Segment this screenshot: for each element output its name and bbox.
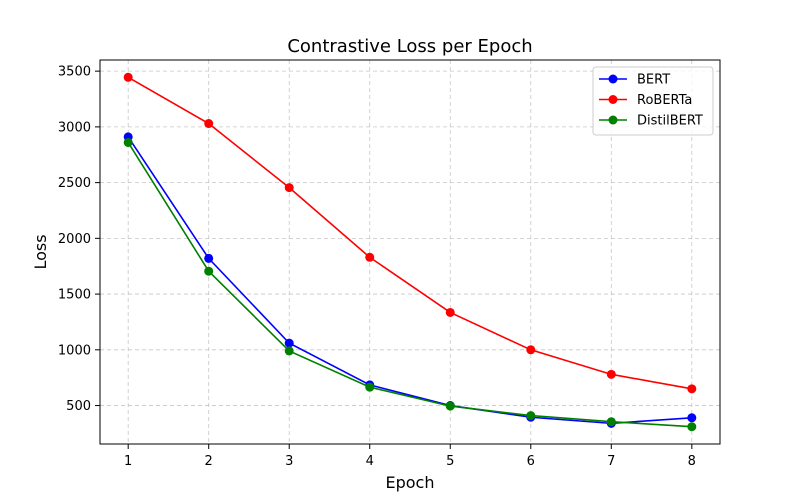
legend-label-bert: BERT [637,73,670,88]
legend-label-roberta: RoBERTa [637,93,692,108]
data-point-roberta [445,307,455,317]
plot-frame [99,59,721,445]
x-axis-label: Epoch [386,473,435,492]
y-tick-label: 2500 [58,176,91,191]
data-point-bert [204,253,214,263]
data-point-distilbert [606,417,616,427]
legend-marker-roberta [608,95,618,104]
data-point-distilbert [365,382,375,392]
x-tick-label: 6 [527,454,535,469]
x-tick-label: 2 [205,454,213,469]
x-axis-ticks: 1 2 3 4 5 6 7 8 [124,444,696,469]
y-tick-label: 500 [66,399,91,414]
data-point-roberta [606,369,616,379]
data-point-roberta [687,384,697,394]
data-point-distilbert [526,411,536,421]
series-bert [123,132,697,428]
y-tick-label: 2000 [58,232,91,247]
y-axis-ticks: 500 1000 1500 2000 2500 3000 3500 [58,65,100,414]
series-distilbert [123,137,697,432]
data-point-distilbert [445,401,455,411]
legend-item-distilbert: DistilBERT [599,114,703,129]
series-line-bert [127,136,692,425]
data-point-distilbert [204,266,214,276]
data-point-roberta [284,183,294,193]
chart-title: Contrastive Loss per Epoch [287,36,532,57]
series-lines [123,72,697,432]
legend: BERT RoBERTa DistilBERT [592,66,714,136]
legend-label-distilbert: DistilBERT [637,114,703,129]
legend-box [592,66,714,136]
legend-item-bert: BERT [599,73,670,88]
x-tick-label: 3 [285,454,293,469]
legend-item-roberta: RoBERTa [599,93,692,108]
data-point-roberta [526,345,536,355]
y-tick-label: 1500 [58,288,91,303]
data-point-bert [284,338,294,348]
y-tick-label: 3000 [58,120,91,135]
legend-marker-distilbert [608,115,618,125]
data-point-bert [687,413,697,423]
grid [100,60,720,444]
data-point-roberta [365,252,375,262]
x-tick-label: 7 [607,454,615,469]
series-roberta [123,72,697,394]
data-point-distilbert [123,137,133,147]
data-point-distilbert [284,346,294,356]
data-point-roberta [123,72,133,82]
x-tick-label: 5 [446,454,454,469]
data-point-distilbert [687,422,697,432]
series-line-roberta [127,76,692,390]
y-axis-label: Loss [31,234,50,269]
data-point-roberta [204,119,214,129]
legend-marker-bert [608,74,618,84]
x-tick-label: 1 [124,454,132,469]
series-line-distilbert [127,142,692,428]
y-tick-label: 1000 [58,343,91,358]
y-tick-label: 3500 [58,65,91,80]
x-tick-label: 8 [688,454,696,469]
x-tick-label: 4 [366,454,374,469]
